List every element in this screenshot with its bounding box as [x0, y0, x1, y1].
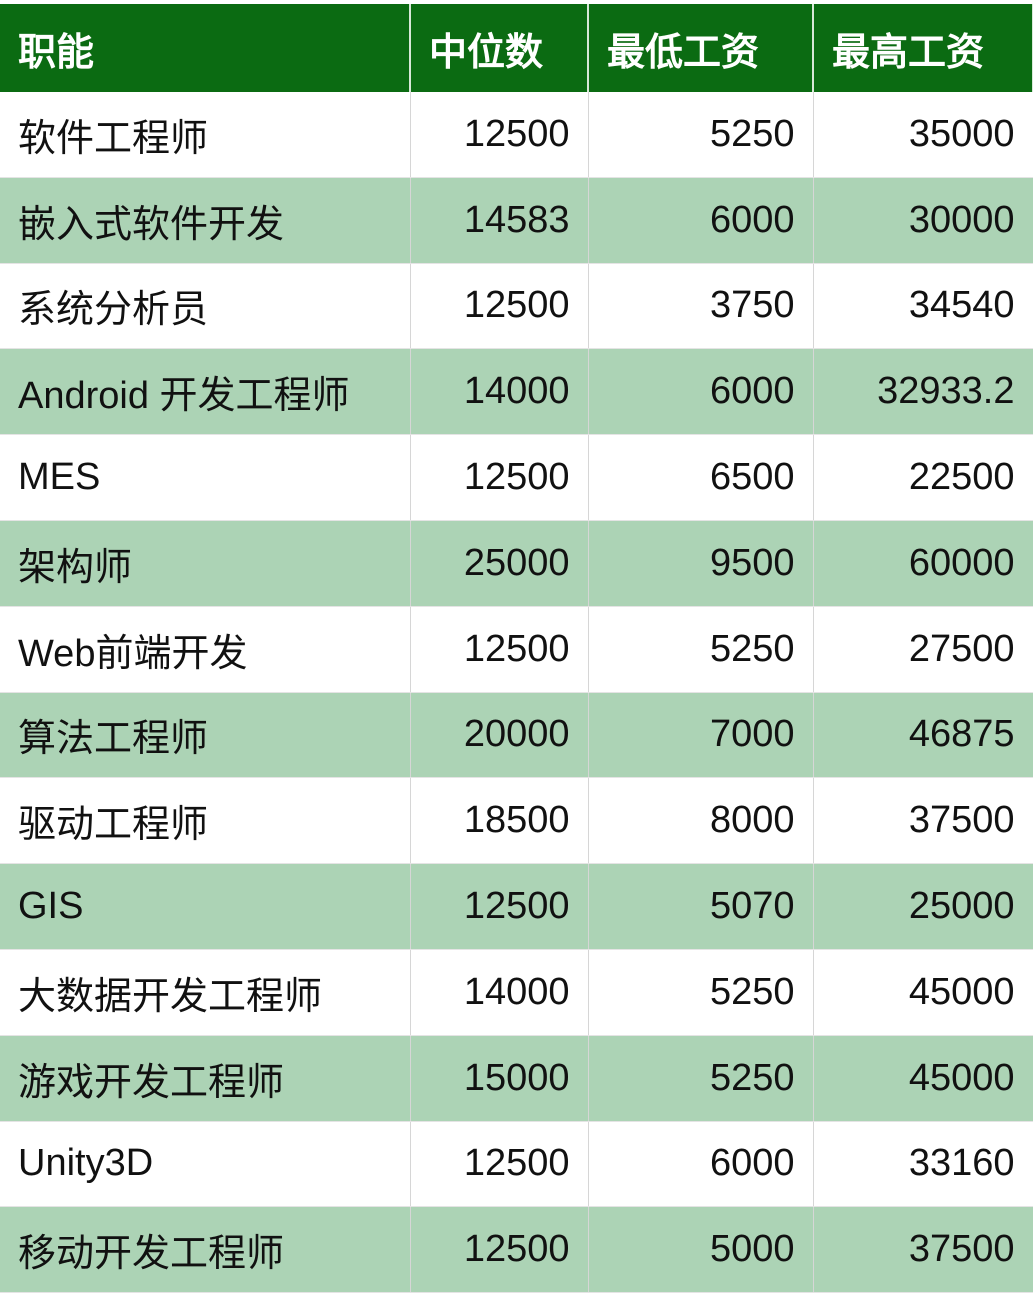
role-cell: 移动开发工程师	[0, 1206, 411, 1293]
header-role: 职能	[0, 4, 411, 92]
min-salary-cell: 5250	[588, 606, 814, 693]
table-row: GIS 12500 5070 25000	[0, 863, 1033, 950]
max-salary-cell: 27500	[813, 606, 1033, 693]
min-salary-cell: 5250	[588, 1035, 814, 1122]
max-salary-cell: 37500	[813, 777, 1033, 865]
max-salary-cell: 45000	[813, 1035, 1033, 1122]
min-salary-cell: 3750	[588, 263, 814, 350]
role-cell: 嵌入式软件开发	[0, 177, 411, 264]
max-salary-cell: 32933.2	[813, 348, 1033, 436]
role-cell: 系统分析员	[0, 263, 411, 350]
role-cell: 架构师	[0, 520, 411, 607]
max-salary-cell: 33160	[813, 1121, 1033, 1208]
role-cell: 游戏开发工程师	[0, 1035, 411, 1122]
min-salary-cell: 6000	[588, 177, 814, 264]
table-row: 系统分析员 12500 3750 34540	[0, 263, 1033, 350]
table-row: Web前端开发 12500 5250 27500	[0, 606, 1033, 693]
table-row: 软件工程师 12500 5250 35000	[0, 92, 1033, 178]
header-max-salary: 最高工资	[813, 4, 1033, 92]
median-cell: 12500	[410, 606, 589, 693]
max-salary-cell: 45000	[813, 949, 1033, 1036]
max-salary-cell: 60000	[813, 520, 1033, 607]
role-cell: 驱动工程师	[0, 777, 411, 865]
max-salary-cell: 34540	[813, 263, 1033, 350]
max-salary-cell: 25000	[813, 863, 1033, 950]
role-cell: Unity3D	[0, 1121, 411, 1208]
min-salary-cell: 7000	[588, 692, 814, 779]
min-salary-cell: 5250	[588, 949, 814, 1036]
table-row: Android 开发工程师 14000 6000 32933.2	[0, 348, 1033, 436]
median-cell: 12500	[410, 92, 589, 178]
role-cell: MES	[0, 434, 411, 521]
table-row: 嵌入式软件开发 14583 6000 30000	[0, 177, 1033, 264]
header-median: 中位数	[410, 4, 589, 92]
median-cell: 12500	[410, 263, 589, 350]
min-salary-cell: 5250	[588, 92, 814, 178]
max-salary-cell: 22500	[813, 434, 1033, 521]
median-cell: 12500	[410, 1121, 589, 1208]
header-row: 职能 中位数 最低工资 最高工资	[0, 4, 1033, 92]
role-cell: 软件工程师	[0, 92, 411, 178]
min-salary-cell: 8000	[588, 777, 814, 865]
min-salary-cell: 6000	[588, 1121, 814, 1208]
role-cell: Android 开发工程师	[0, 348, 411, 436]
min-salary-cell: 5070	[588, 863, 814, 950]
min-salary-cell: 6000	[588, 348, 814, 436]
table-row: 驱动工程师 18500 8000 37500	[0, 777, 1033, 865]
table-row: MES 12500 6500 22500	[0, 434, 1033, 521]
median-cell: 14000	[410, 949, 589, 1036]
median-cell: 20000	[410, 692, 589, 779]
role-cell: Web前端开发	[0, 606, 411, 693]
table-row: 算法工程师 20000 7000 46875	[0, 692, 1033, 779]
median-cell: 14583	[410, 177, 589, 264]
median-cell: 12500	[410, 434, 589, 521]
table-row: 架构师 25000 9500 60000	[0, 520, 1033, 607]
role-cell: GIS	[0, 863, 411, 950]
role-cell: 大数据开发工程师	[0, 949, 411, 1036]
min-salary-cell: 6500	[588, 434, 814, 521]
max-salary-cell: 37500	[813, 1206, 1033, 1293]
median-cell: 14000	[410, 348, 589, 436]
role-cell: 算法工程师	[0, 692, 411, 779]
table-row: 游戏开发工程师 15000 5250 45000	[0, 1035, 1033, 1122]
median-cell: 12500	[410, 863, 589, 950]
median-cell: 15000	[410, 1035, 589, 1122]
median-cell: 12500	[410, 1206, 589, 1293]
max-salary-cell: 46875	[813, 692, 1033, 779]
header-min-salary: 最低工资	[588, 4, 814, 92]
max-salary-cell: 35000	[813, 92, 1033, 178]
salary-table: 职能 中位数 最低工资 最高工资 软件工程师 12500 5250 35000 嵌入式软…	[0, 4, 1033, 1293]
table-row: 大数据开发工程师 14000 5250 45000	[0, 949, 1033, 1036]
median-cell: 18500	[410, 777, 589, 865]
median-cell: 25000	[410, 520, 589, 607]
max-salary-cell: 30000	[813, 177, 1033, 264]
table-row: Unity3D 12500 6000 33160	[0, 1121, 1033, 1208]
min-salary-cell: 9500	[588, 520, 814, 607]
